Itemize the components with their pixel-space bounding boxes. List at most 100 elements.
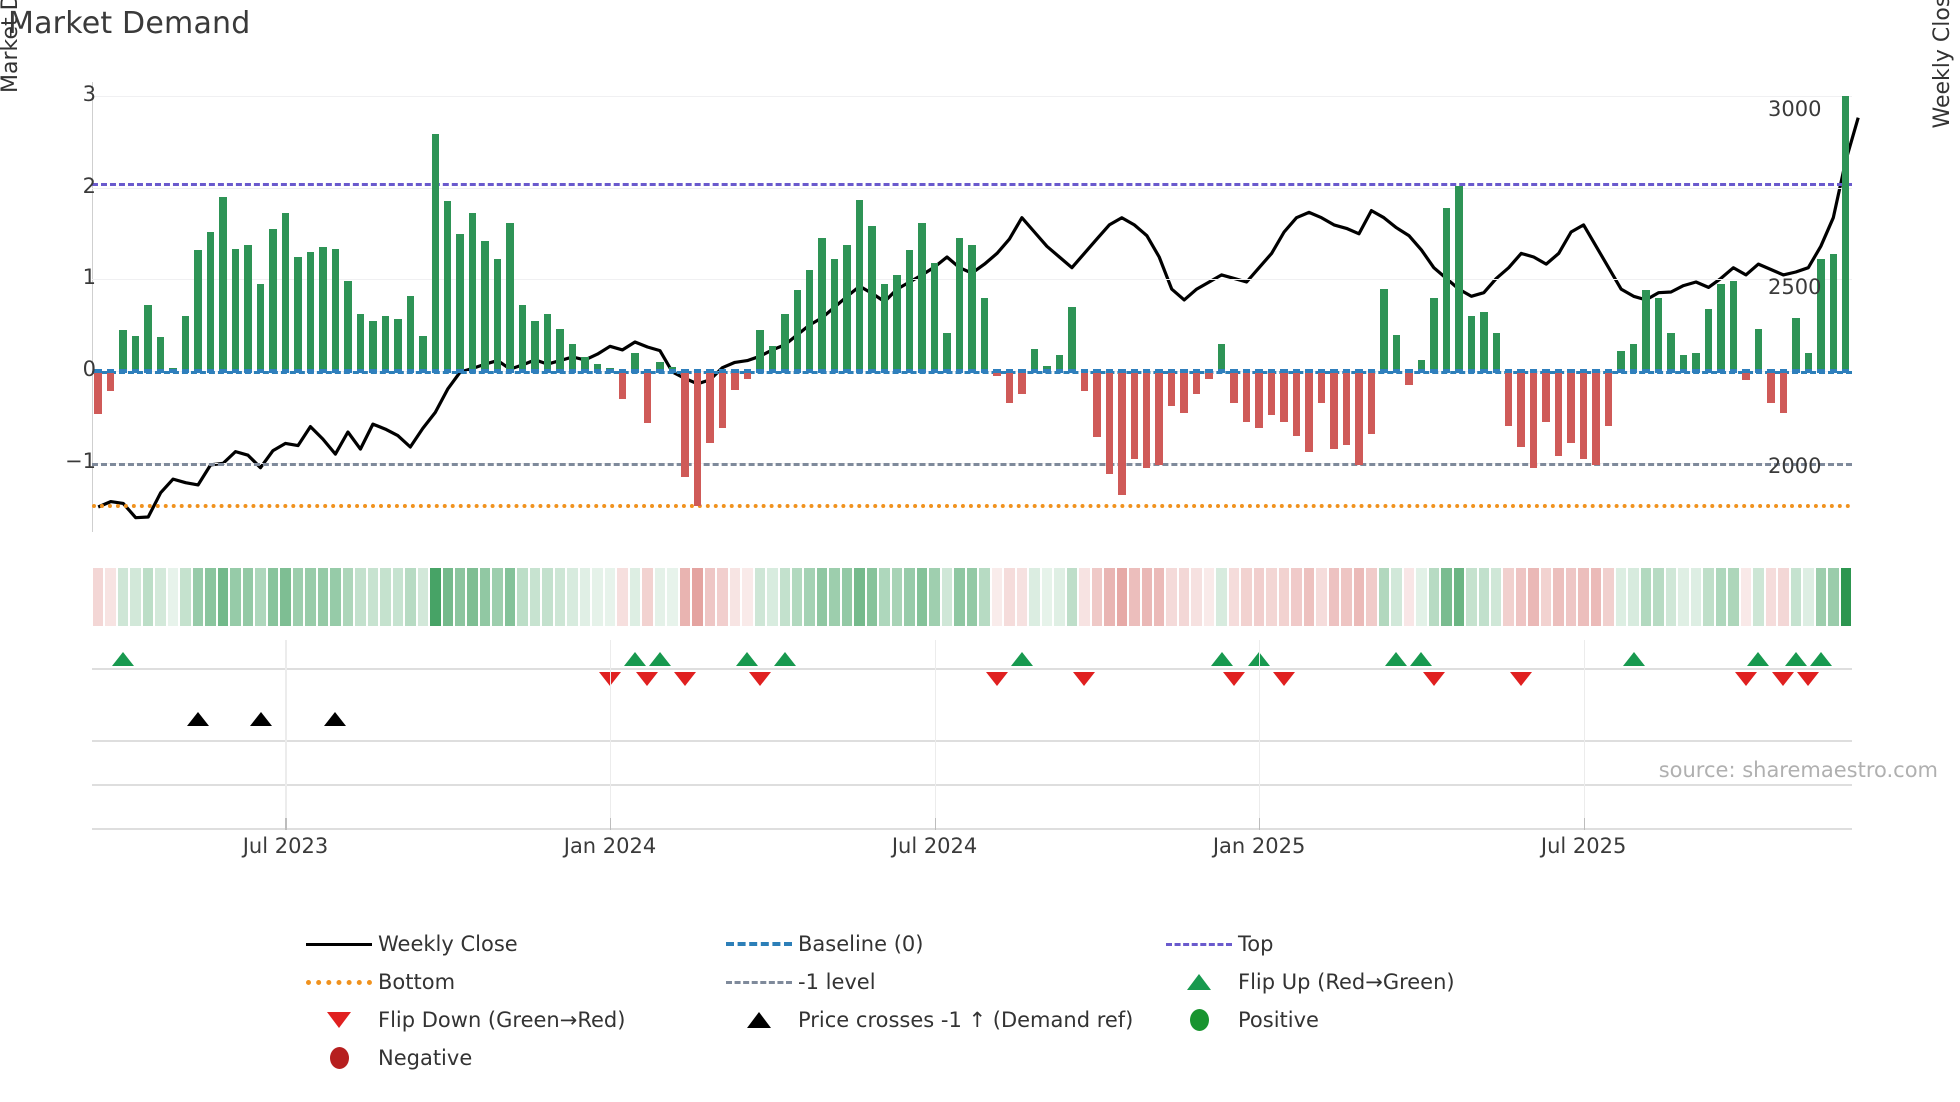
heat-cell	[267, 568, 279, 626]
demand-bar	[1554, 371, 1563, 456]
flip-up-marker-icon	[1809, 652, 1832, 666]
flip-down-marker-icon	[985, 672, 1008, 686]
demand-bar	[1804, 352, 1813, 372]
legend-item-price-cross[interactable]: Price crosses -1 ↑ (Demand ref)	[720, 1001, 1160, 1039]
flip-up-marker-icon	[1010, 652, 1033, 666]
lower-guide-lines	[92, 740, 1852, 830]
baseline-cap	[1592, 369, 1600, 374]
demand-bar	[1617, 351, 1625, 372]
baseline-cap	[1030, 369, 1039, 374]
flip-up-marker-icon	[736, 652, 759, 666]
demand-bar	[1679, 354, 1688, 372]
baseline-cap	[1167, 369, 1176, 374]
legend-item-positive[interactable]: Positive	[1160, 1001, 1640, 1039]
baseline-cap	[693, 369, 702, 374]
demand-bar	[1817, 259, 1825, 372]
heat-cell	[217, 568, 229, 626]
heat-cell	[1291, 568, 1302, 626]
flip-up-marker-icon	[1210, 652, 1233, 666]
baseline-cap	[1192, 369, 1201, 374]
baseline-cap	[481, 369, 489, 374]
legend-item-minus1-level[interactable]: -1 level	[720, 963, 1160, 1001]
heat-cell	[529, 568, 541, 626]
baseline-cap	[993, 369, 1001, 374]
baseline-cap	[1080, 369, 1089, 374]
legend-item-negative[interactable]: Negative	[300, 1039, 720, 1077]
heat-cell	[579, 568, 591, 626]
baseline-cap	[593, 369, 602, 374]
heat-cell	[367, 568, 379, 626]
heat-cell	[1129, 568, 1140, 626]
heat-cell	[991, 568, 1003, 626]
heat-cell	[1303, 568, 1315, 626]
demand-bar	[781, 314, 789, 372]
x-gridline	[1583, 640, 1586, 818]
heat-cell	[1778, 568, 1789, 626]
baseline-cap	[955, 369, 964, 374]
x-axis-tick-label: Jan 2024	[563, 834, 657, 858]
demand-bar	[706, 371, 714, 443]
demand-bar	[1155, 371, 1163, 465]
heat-cell	[1403, 568, 1415, 626]
demand-bar	[1480, 311, 1488, 372]
heat-cell	[454, 568, 466, 626]
legend-item-bottom[interactable]: Bottom	[300, 963, 720, 1001]
legend-label: Negative	[378, 1046, 473, 1070]
x-axis-tick-label: Jan 2025	[1212, 834, 1306, 858]
heat-cell	[679, 568, 691, 626]
heat-cell	[879, 568, 890, 626]
baseline-cap	[1692, 369, 1700, 374]
demand-bar	[1317, 371, 1326, 403]
baseline-cap	[1804, 369, 1813, 374]
baseline-cap	[1305, 369, 1313, 374]
baseline-cap	[106, 369, 115, 374]
baseline-cap	[531, 369, 539, 374]
heat-cell	[1428, 568, 1440, 626]
heat-cell	[1503, 568, 1514, 626]
legend-item-baseline[interactable]: Baseline (0)	[720, 925, 1160, 963]
baseline-cap	[1093, 369, 1101, 374]
flip-up-marker-icon	[1622, 652, 1645, 666]
legend-item-top[interactable]: Top	[1160, 925, 1640, 963]
heat-cell	[142, 568, 154, 626]
legend-item-flip-up[interactable]: Flip Up (Red→Green)	[1160, 963, 1640, 1001]
legend-label: Bottom	[378, 970, 456, 994]
heat-cell	[330, 568, 341, 626]
baseline-cap	[568, 369, 577, 374]
demand-bar	[219, 196, 227, 372]
baseline-cap	[94, 369, 102, 374]
demand-bar	[818, 238, 826, 372]
flip-up-marker-icon	[112, 652, 135, 666]
heat-cell	[355, 568, 366, 626]
baseline-cap	[518, 369, 527, 374]
x-axis-tick-mark	[934, 818, 936, 830]
heat-cell	[205, 568, 216, 626]
heat-cell	[255, 568, 266, 626]
x-axis: Jul 2023 Jan 2024 Jul 2024 Jan 2025 Jul 2025	[92, 640, 1852, 878]
demand-bar	[1105, 371, 1114, 475]
demand-bar	[1592, 371, 1600, 465]
demand-bar	[1567, 371, 1575, 443]
baseline-cap	[818, 369, 826, 374]
baseline-cap	[731, 369, 739, 374]
legend-item-weekly-close[interactable]: Weekly Close	[300, 925, 720, 963]
baseline-cap	[793, 369, 801, 374]
baseline-cap	[1517, 369, 1525, 374]
demand-bar	[1579, 371, 1588, 459]
baseline-cap	[543, 369, 552, 374]
baseline-cap	[1754, 369, 1763, 374]
heat-cell	[130, 568, 141, 626]
baseline-cap	[1442, 369, 1451, 374]
demand-bar	[1180, 371, 1188, 413]
baseline-cap	[331, 369, 340, 374]
demand-bar	[1093, 371, 1101, 438]
heat-cell	[767, 568, 778, 626]
baseline-cap	[169, 369, 177, 374]
legend-item-flip-down[interactable]: Flip Down (Green→Red)	[300, 1001, 720, 1039]
baseline-cap	[1118, 369, 1126, 374]
heat-cell	[704, 568, 716, 626]
baseline-cap	[406, 369, 415, 374]
heat-cell	[1228, 568, 1240, 626]
baseline-cap	[980, 369, 989, 374]
flip-down-marker-icon	[1510, 672, 1533, 686]
